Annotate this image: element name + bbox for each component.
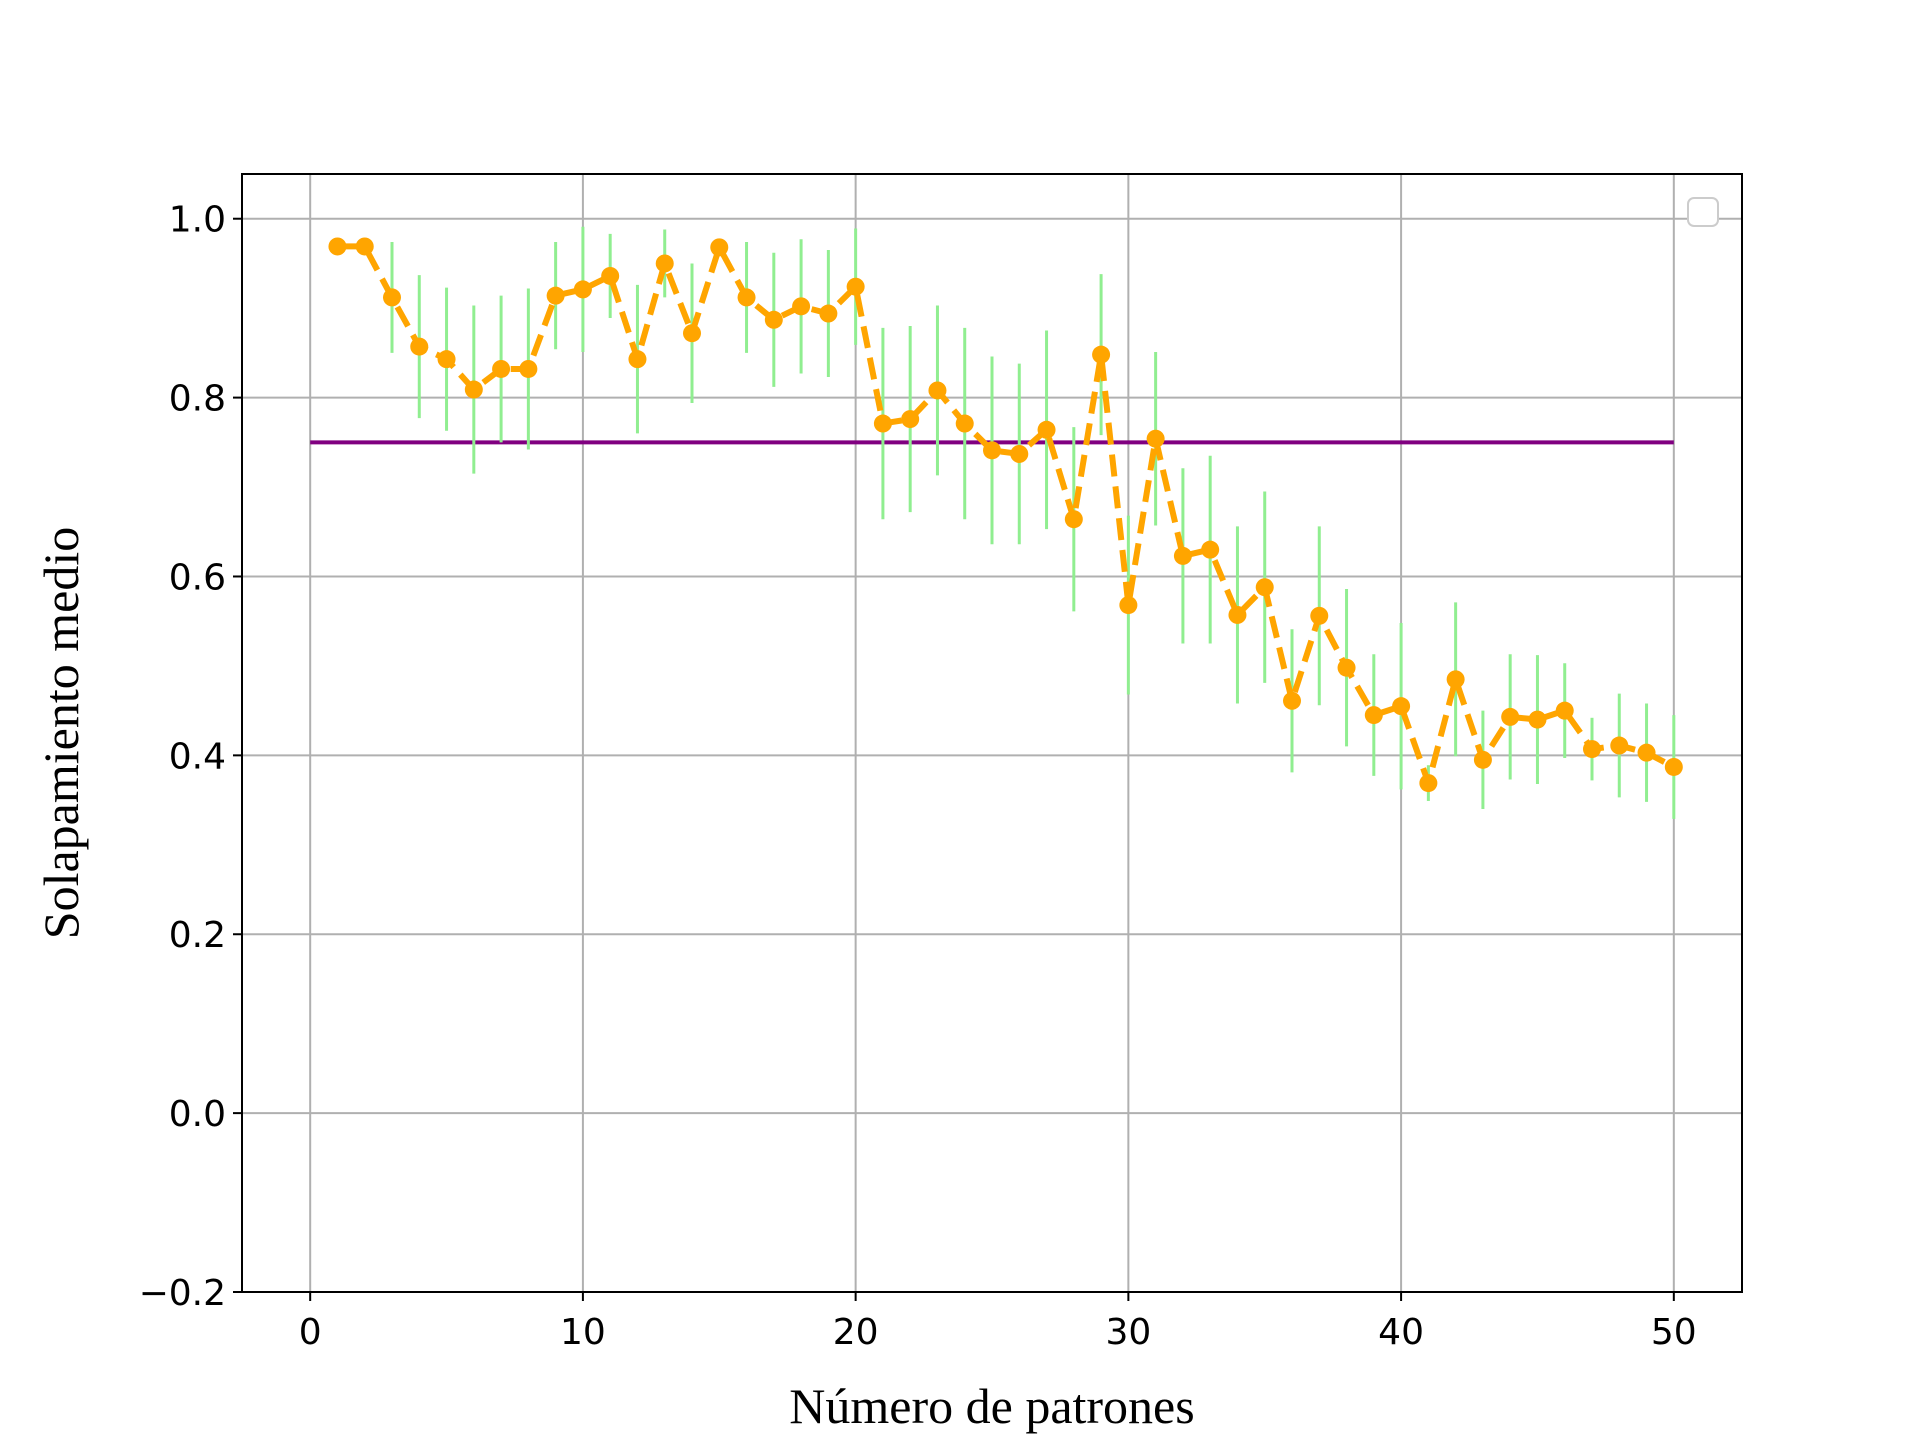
data-point — [983, 441, 1001, 460]
x-tick-label: 20 — [833, 1312, 879, 1353]
data-point — [1146, 429, 1165, 448]
data-point — [1610, 736, 1629, 755]
data-points — [328, 237, 1683, 793]
data-point — [1092, 345, 1111, 364]
data-point — [1010, 444, 1029, 463]
x-axis-title: Número de patrones — [789, 1378, 1194, 1434]
data-point — [1473, 750, 1492, 769]
data-point — [1119, 596, 1138, 615]
data-point — [846, 277, 865, 296]
data-point — [1664, 757, 1683, 776]
data-point — [737, 288, 756, 307]
data-point — [1419, 774, 1438, 793]
data-point — [683, 324, 701, 343]
y-tick-label: −0.2 — [139, 1273, 226, 1314]
data-point — [901, 410, 920, 429]
data-point — [873, 414, 892, 433]
axis-ticks: 0 10 20 30 40 50 −0.2 0.0 0.2 0.4 0.6 0.8 1.0 — [139, 200, 1697, 1353]
y-axis-title: Solapamiento medio — [33, 527, 89, 939]
data-point — [601, 266, 620, 285]
data-point — [1283, 691, 1301, 710]
data-point — [792, 297, 811, 316]
x-tick-label: 50 — [1651, 1312, 1697, 1353]
data-point — [1392, 697, 1411, 716]
legend-box — [1687, 197, 1719, 227]
data-point — [383, 288, 401, 307]
data-point — [1501, 707, 1520, 726]
data-point — [1037, 420, 1056, 439]
y-tick-label: 0.8 — [169, 379, 226, 420]
data-point — [519, 359, 538, 378]
data-point — [1228, 605, 1247, 624]
data-point — [928, 381, 947, 400]
y-tick-label: 1.0 — [169, 200, 226, 241]
data-point — [1337, 658, 1356, 677]
data-point — [492, 359, 511, 378]
data-point — [819, 304, 838, 323]
x-tick-label: 40 — [1378, 1312, 1424, 1353]
data-point — [1310, 606, 1329, 625]
series-line — [337, 243, 1676, 787]
x-tick-label: 30 — [1105, 1312, 1151, 1353]
data-point — [546, 286, 565, 305]
data-point — [1528, 710, 1547, 729]
data-point — [1255, 578, 1274, 597]
data-point — [655, 254, 674, 273]
series-line-group — [337, 243, 1676, 787]
data-point — [1583, 740, 1601, 759]
data-point — [1364, 706, 1383, 725]
data-point — [1173, 546, 1192, 565]
data-point — [1064, 510, 1083, 529]
y-tick-label: 0.4 — [169, 736, 226, 777]
data-point — [710, 238, 729, 257]
data-point — [355, 237, 374, 256]
data-point — [628, 350, 647, 369]
data-point — [437, 350, 456, 369]
data-point — [573, 280, 592, 299]
data-point — [410, 337, 429, 356]
data-point — [1637, 743, 1656, 762]
x-tick-label: 10 — [560, 1312, 606, 1353]
y-tick-label: 0.2 — [169, 915, 226, 956]
plot-area-frame — [241, 173, 1743, 1293]
y-tick-label: 0.6 — [169, 557, 226, 598]
data-point — [464, 380, 483, 399]
x-tick-label: 0 — [299, 1312, 322, 1353]
y-tick-label: 0.0 — [169, 1094, 226, 1135]
grid — [242, 174, 1742, 1293]
data-point — [328, 237, 347, 256]
error-bars — [390, 226, 1676, 819]
data-point — [1555, 701, 1574, 720]
data-point — [955, 414, 974, 433]
data-point — [764, 310, 783, 329]
data-point — [1201, 540, 1220, 559]
data-point — [1446, 670, 1465, 689]
